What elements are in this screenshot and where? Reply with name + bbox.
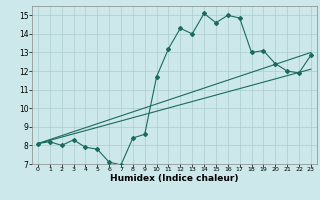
X-axis label: Humidex (Indice chaleur): Humidex (Indice chaleur) bbox=[110, 174, 239, 183]
